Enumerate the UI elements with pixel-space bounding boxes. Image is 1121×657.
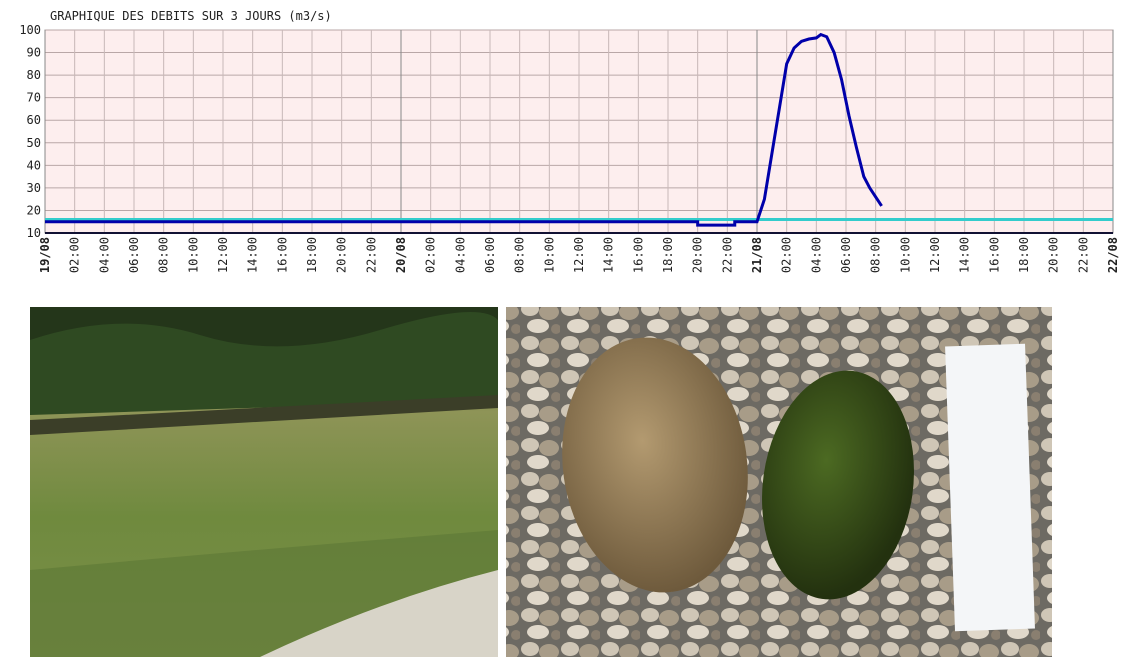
x-tick-label: 16:00: [631, 237, 645, 273]
x-tick-label: 04:00: [453, 237, 467, 273]
x-tick-label: 08:00: [157, 237, 171, 273]
x-tick-label: 10:00: [542, 237, 556, 273]
x-tick-label: 18:00: [305, 237, 319, 273]
x-tick-label: 22:00: [364, 237, 378, 273]
river-photo: [30, 307, 498, 657]
x-tick-label: 02:00: [780, 237, 794, 273]
photos: [0, 300, 1121, 657]
x-tick-label: 12:00: [928, 237, 942, 273]
x-tick-label: 20:00: [1047, 237, 1061, 273]
y-tick-label: 20: [27, 203, 41, 217]
y-tick-label: 80: [27, 68, 41, 82]
x-tick-label: 19/08: [38, 237, 52, 273]
x-tick-label: 22:00: [720, 237, 734, 273]
y-tick-label: 30: [27, 181, 41, 195]
chart-title: GRAPHIQUE DES DEBITS SUR 3 JOURS (m3/s): [50, 9, 332, 23]
x-tick-label: 10:00: [186, 237, 200, 273]
y-tick-label: 90: [27, 46, 41, 60]
x-tick-label: 02:00: [424, 237, 438, 273]
x-tick-label: 14:00: [958, 237, 972, 273]
x-tick-label: 06:00: [127, 237, 141, 273]
x-tick-label: 04:00: [809, 237, 823, 273]
y-tick-label: 50: [27, 136, 41, 150]
x-tick-label: 18:00: [661, 237, 675, 273]
stones-photo: [506, 307, 1052, 657]
x-tick-label: 06:00: [839, 237, 853, 273]
x-tick-label: 20:00: [335, 237, 349, 273]
x-tick-label: 20:00: [691, 237, 705, 273]
x-tick-label: 12:00: [572, 237, 586, 273]
x-tick-label: 22:00: [1076, 237, 1090, 273]
x-tick-label: 22/08: [1106, 237, 1120, 273]
x-tick-label: 20/08: [394, 237, 408, 273]
x-tick-label: 18:00: [1017, 237, 1031, 273]
x-tick-label: 14:00: [602, 237, 616, 273]
y-tick-label: 40: [27, 158, 41, 172]
x-tick-label: 08:00: [869, 237, 883, 273]
x-tick-label: 14:00: [246, 237, 260, 273]
x-tick-label: 12:00: [216, 237, 230, 273]
y-tick-label: 70: [27, 91, 41, 105]
x-tick-label: 06:00: [483, 237, 497, 273]
x-tick-label: 16:00: [275, 237, 289, 273]
x-tick-label: 04:00: [97, 237, 111, 273]
y-tick-label: 100: [19, 23, 41, 37]
y-tick-label: 60: [27, 113, 41, 127]
chart: GRAPHIQUE DES DEBITS SUR 3 JOURS (m3/s) …: [0, 0, 1121, 300]
page: {"chart_data": {"type": "line", "title":…: [0, 0, 1121, 657]
x-tick-label: 02:00: [68, 237, 82, 273]
x-tick-label: 16:00: [987, 237, 1001, 273]
x-tick-label: 21/08: [750, 237, 764, 273]
x-tick-label: 08:00: [513, 237, 527, 273]
x-tick-label: 10:00: [898, 237, 912, 273]
